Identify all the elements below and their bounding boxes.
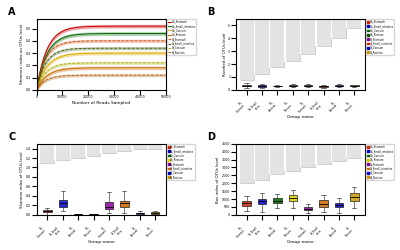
PathPatch shape [273, 198, 282, 203]
PathPatch shape [43, 210, 52, 212]
Y-axis label: Box index of OTUs level: Box index of OTUs level [216, 156, 220, 202]
Text: B: B [207, 6, 215, 16]
PathPatch shape [151, 212, 159, 214]
X-axis label: Group name: Group name [287, 116, 314, 119]
Legend: Gh_Stomach, Gh_Small_intestine, Gh_Caecum, Gh_Rectum, Gl_Stomach, Gl_Small_intes: Gh_Stomach, Gh_Small_intestine, Gh_Caecu… [366, 144, 394, 180]
Text: D: D [207, 132, 215, 141]
X-axis label: Group name: Group name [287, 240, 314, 244]
PathPatch shape [319, 86, 328, 87]
PathPatch shape [319, 200, 328, 207]
Y-axis label: Rarefied of OTUs level: Rarefied of OTUs level [223, 33, 227, 76]
PathPatch shape [105, 202, 113, 209]
PathPatch shape [288, 85, 297, 86]
X-axis label: Group name: Group name [88, 240, 115, 244]
Legend: Gh_Stomach, Gh_Small_intestine, Gh_Caecum, Gh_Rectum, Gl_Stomach, Gl_Small_intes: Gh_Stomach, Gh_Small_intestine, Gh_Caecu… [167, 19, 196, 55]
PathPatch shape [136, 212, 144, 214]
Text: A: A [8, 6, 16, 16]
X-axis label: Number of Reads Sampled: Number of Reads Sampled [72, 101, 130, 105]
PathPatch shape [335, 203, 343, 207]
PathPatch shape [58, 200, 67, 207]
Legend: Gh_Stomach, Gh_Small_intestine, Gh_Caecum, Gh_Rectum, Gl_Stomach, Gl_Small_intes: Gh_Stomach, Gh_Small_intestine, Gh_Caecu… [167, 144, 195, 180]
PathPatch shape [335, 85, 343, 86]
PathPatch shape [304, 85, 312, 86]
Y-axis label: Shannon index on OTUs level: Shannon index on OTUs level [20, 24, 24, 84]
Legend: Gh_Stomach, Gh_Small_intestine, Gh_Caecum, Gh_Rectum, Gl_Stomach, Gl_Small_intes: Gh_Stomach, Gh_Small_intestine, Gh_Caecu… [366, 19, 394, 55]
PathPatch shape [258, 199, 266, 204]
PathPatch shape [258, 85, 266, 86]
PathPatch shape [304, 207, 312, 210]
PathPatch shape [120, 201, 128, 207]
PathPatch shape [288, 194, 297, 201]
PathPatch shape [350, 85, 359, 86]
PathPatch shape [350, 194, 359, 201]
PathPatch shape [242, 85, 251, 86]
PathPatch shape [242, 201, 251, 206]
Text: C: C [8, 132, 15, 141]
Y-axis label: Shannon index of OTUs level: Shannon index of OTUs level [20, 151, 24, 208]
